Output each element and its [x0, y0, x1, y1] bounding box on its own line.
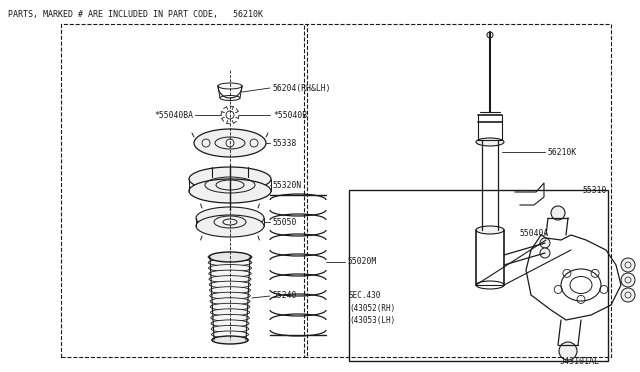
- Ellipse shape: [211, 314, 249, 321]
- Ellipse shape: [189, 179, 271, 203]
- Ellipse shape: [212, 337, 248, 343]
- Bar: [61, 24, 307, 357]
- Ellipse shape: [218, 83, 242, 89]
- Ellipse shape: [208, 259, 252, 266]
- Ellipse shape: [208, 253, 252, 260]
- Text: (43053(LH): (43053(LH): [349, 317, 396, 326]
- Circle shape: [540, 238, 550, 248]
- Ellipse shape: [189, 167, 271, 191]
- Ellipse shape: [220, 96, 240, 100]
- Text: 55050: 55050: [273, 218, 298, 227]
- Ellipse shape: [210, 292, 250, 299]
- Ellipse shape: [209, 270, 252, 277]
- Ellipse shape: [196, 215, 264, 237]
- Ellipse shape: [211, 309, 250, 316]
- Ellipse shape: [476, 226, 504, 234]
- Circle shape: [540, 248, 550, 258]
- Ellipse shape: [209, 287, 250, 294]
- Ellipse shape: [476, 138, 504, 146]
- Text: 55240: 55240: [273, 292, 298, 301]
- Text: J43101AL: J43101AL: [560, 357, 600, 366]
- Text: *55040B: *55040B: [273, 110, 307, 119]
- Text: *55040BA: *55040BA: [154, 110, 193, 119]
- Circle shape: [621, 288, 635, 302]
- Text: 55040A: 55040A: [520, 228, 549, 237]
- Text: 55320N: 55320N: [273, 180, 302, 189]
- Ellipse shape: [211, 326, 249, 333]
- Text: 55310: 55310: [583, 186, 607, 195]
- Ellipse shape: [209, 252, 251, 262]
- Text: 56204(RH&LH): 56204(RH&LH): [273, 83, 332, 93]
- Ellipse shape: [209, 264, 252, 272]
- Text: 55020M: 55020M: [348, 257, 377, 266]
- Bar: [304, 24, 611, 357]
- Ellipse shape: [210, 298, 250, 305]
- Ellipse shape: [194, 129, 266, 157]
- Circle shape: [487, 32, 493, 38]
- Text: (43052(RH): (43052(RH): [349, 304, 396, 312]
- Bar: [349, 190, 608, 361]
- Ellipse shape: [209, 281, 251, 288]
- Text: SEC.430: SEC.430: [349, 291, 381, 299]
- Circle shape: [551, 206, 565, 220]
- Text: 56210K: 56210K: [548, 148, 577, 157]
- Ellipse shape: [212, 336, 248, 344]
- Circle shape: [621, 273, 635, 287]
- Ellipse shape: [211, 303, 250, 310]
- Ellipse shape: [211, 320, 249, 327]
- Text: PARTS, MARKED # ARE INCLUDED IN PART CODE,   56210K: PARTS, MARKED # ARE INCLUDED IN PART COD…: [8, 10, 263, 19]
- Ellipse shape: [215, 137, 245, 149]
- Ellipse shape: [211, 331, 248, 338]
- Text: 55338: 55338: [273, 138, 298, 148]
- Ellipse shape: [209, 276, 251, 283]
- Ellipse shape: [196, 207, 264, 229]
- Circle shape: [621, 258, 635, 272]
- Circle shape: [559, 342, 577, 360]
